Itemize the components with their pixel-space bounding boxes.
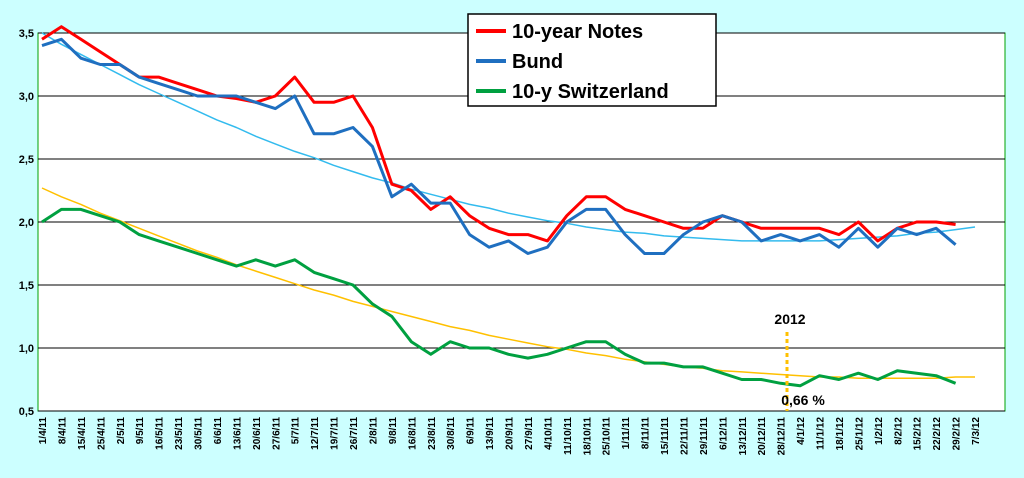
x-tick-label: 8/2/12 <box>893 417 904 445</box>
x-tick-label: 6/9/11 <box>466 417 477 445</box>
x-tick-label: 30/8/11 <box>446 417 457 450</box>
series-line <box>41 25 956 243</box>
x-tick-label: 18/10/11 <box>582 417 593 456</box>
x-tick-label: 2/8/11 <box>368 417 379 445</box>
x-tick-label: 30/5/11 <box>194 417 205 450</box>
x-tick-label: 28/12/11 <box>777 417 788 456</box>
x-tick-label: 23/5/11 <box>174 417 185 450</box>
x-tick-label: 25/4/11 <box>96 417 107 450</box>
x-tick-label: 15/4/11 <box>77 417 88 450</box>
x-tick-label: 20/6/11 <box>252 417 263 450</box>
y-tick-label: 3,0 <box>19 91 34 103</box>
y-tick-label: 0,5 <box>19 406 34 418</box>
x-tick-label: 6/6/11 <box>213 417 224 445</box>
x-tick-label: 12/7/11 <box>310 417 321 450</box>
legend-label: 10-year Notes <box>512 21 643 43</box>
legend-items: 10-year Notes Bund 10-y Switzerland <box>476 21 669 103</box>
legend <box>467 13 717 107</box>
x-tick-label: 1/4/11 <box>38 417 49 445</box>
x-tick-label: 13/9/11 <box>485 417 496 450</box>
x-tick-label: 20/9/11 <box>505 417 516 450</box>
x-tick-label: 1/11/11 <box>621 417 632 450</box>
x-tick-label: 16/5/11 <box>155 417 166 450</box>
annotation: 0,66 % <box>781 392 825 408</box>
x-tick-label: 15/2/12 <box>913 417 924 451</box>
x-tick-label: 4/1/12 <box>796 417 807 445</box>
y-tick-label: 1,5 <box>19 280 34 292</box>
x-tick-label: 27/9/11 <box>524 417 535 450</box>
x-tick-label: 8/4/11 <box>57 417 68 445</box>
x-tick-label: 11/10/11 <box>563 417 574 455</box>
x-tick-label: 7/3/12 <box>971 417 982 445</box>
x-tick-label: 8/11/11 <box>641 417 652 450</box>
x-tick-label: 1/2/12 <box>874 417 885 445</box>
x-tick-label: 13/6/11 <box>232 417 243 450</box>
series-line <box>41 207 957 388</box>
x-tick-label: 9/5/11 <box>135 417 146 445</box>
x-tick-label: 5/7/11 <box>291 417 302 445</box>
legend-label: Bund <box>512 51 563 73</box>
legend-label: 10-y Switzerland <box>512 81 669 103</box>
x-tick-label: 29/11/11 <box>699 417 710 455</box>
x-tick-label: 27/6/11 <box>271 417 282 450</box>
y-tick-label: 1,0 <box>19 343 34 355</box>
x-tick-label: 9/8/11 <box>388 417 399 445</box>
x-tick-label: 29/2/12 <box>952 417 963 451</box>
trend-line <box>41 32 976 242</box>
x-tick-label: 11/1/12 <box>816 417 827 450</box>
series-line <box>41 37 957 255</box>
x-tick-label: 18/1/12 <box>835 417 846 451</box>
x-tick-label: 26/7/11 <box>349 417 360 450</box>
x-tick-label: 22/11/11 <box>679 417 690 455</box>
x-tick-label: 15/11/11 <box>660 417 671 455</box>
x-tick-label: 2/5/11 <box>116 417 127 445</box>
annotation: 2012 <box>774 311 805 327</box>
x-tick-label: 25/1/12 <box>854 417 865 451</box>
x-tick-label: 20/12/11 <box>757 417 768 456</box>
x-tick-label: 19/7/11 <box>330 417 341 450</box>
x-tick-label: 4/10/11 <box>543 417 554 450</box>
y-tick-label: 2,5 <box>19 154 34 166</box>
y-tick-label: 3,5 <box>19 28 34 40</box>
x-tick-label: 25/10/11 <box>602 417 613 456</box>
x-tick-label: 6/12/11 <box>718 417 729 450</box>
x-tick-label: 23/8/11 <box>427 417 438 450</box>
x-tick-label: 16/8/11 <box>407 417 418 450</box>
y-tick-label: 2,0 <box>19 217 34 229</box>
x-tick-label: 22/2/12 <box>932 417 943 451</box>
lines <box>41 25 976 388</box>
x-tick-label: 13/12/11 <box>738 417 749 456</box>
